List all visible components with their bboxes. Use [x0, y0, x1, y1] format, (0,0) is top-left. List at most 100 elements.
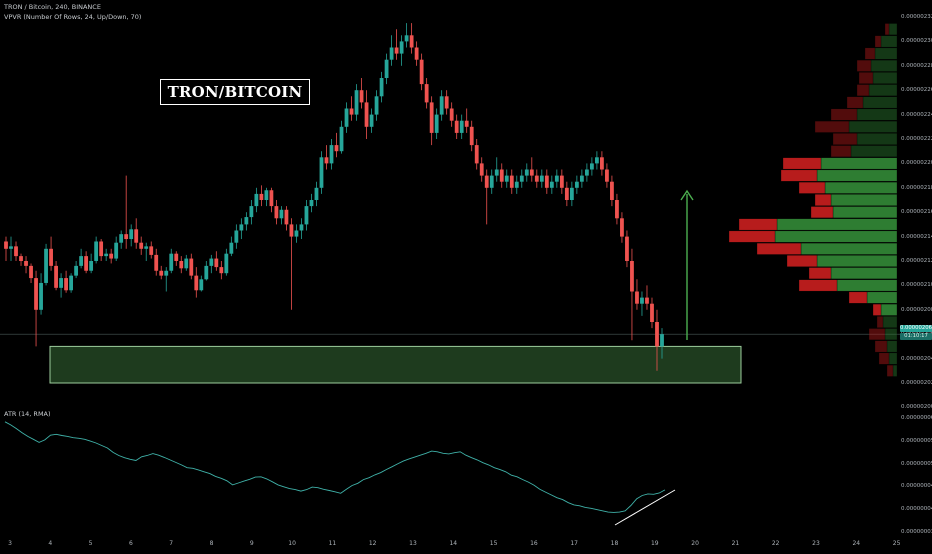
price-tick-label: 0.00000226 — [901, 87, 932, 94]
atr-layer — [4, 421, 676, 526]
candle-body — [9, 246, 13, 249]
candle-body — [269, 190, 274, 207]
candle-body — [519, 175, 524, 182]
candle-body — [49, 248, 53, 266]
candle-body — [189, 258, 194, 276]
atr-indicator-label[interactable]: ATR (14, RMA) — [4, 410, 51, 418]
bar-countdown-tag: 01:10:17 — [900, 333, 932, 340]
time-tick-label: 17 — [570, 540, 579, 547]
volume-profile-down-bar — [756, 242, 802, 255]
candle-body — [159, 270, 164, 276]
candle-body — [244, 217, 249, 225]
candle-body — [309, 200, 314, 207]
time-tick-label: 3 — [8, 540, 12, 547]
price-tick-label: 0.00000224 — [901, 111, 932, 118]
time-tick-label: 15 — [489, 540, 498, 547]
candle-body — [319, 157, 324, 188]
candle-body — [234, 230, 239, 243]
time-tick-label: 12 — [368, 540, 377, 547]
volume-profile-down-bar — [830, 108, 858, 121]
candle-body — [399, 41, 404, 54]
candle-body — [184, 258, 189, 269]
candle-body — [314, 187, 319, 200]
price-tick-label: 0.00000208 — [901, 306, 932, 313]
atr-tick-label: 0.00000005 — [901, 460, 932, 467]
candle-body — [264, 190, 269, 200]
volume-profile-down-bar — [814, 194, 832, 206]
candle-body — [579, 175, 584, 182]
candle-body — [549, 181, 554, 188]
current-price-tag: 0.00000206 — [900, 325, 932, 332]
volume-profile-up-bar — [880, 303, 898, 316]
atr-tick-label: 0.00000004 — [901, 483, 932, 490]
candle-body — [414, 47, 419, 60]
volume-profile-down-bar — [814, 120, 850, 133]
price-tick-label: 0.00000204 — [901, 355, 932, 362]
candle-body — [44, 248, 48, 283]
candle-body — [384, 59, 389, 78]
volume-profile-down-bar — [830, 145, 852, 158]
time-tick-label: 9 — [249, 540, 254, 547]
price-tick-label: 0.00000216 — [901, 209, 932, 216]
volume-profile-up-bar — [816, 169, 898, 182]
candle-body — [354, 90, 359, 115]
time-tick-label: 4 — [48, 540, 53, 547]
candle-body — [254, 193, 259, 207]
chart-title: TRON/BITCOIN — [160, 79, 310, 105]
symbol-header[interactable]: TRON / Bitcoin, 240, BINANCE — [4, 3, 101, 11]
candle-body — [544, 175, 549, 188]
candle-body — [299, 224, 304, 231]
volume-profile-up-bar — [888, 23, 898, 36]
annotations-layer — [680, 189, 694, 340]
time-tick-label: 19 — [650, 540, 659, 547]
volume-profile-down-bar — [832, 133, 858, 145]
candle-body — [434, 114, 439, 133]
candle-body — [279, 209, 284, 219]
candle-body — [54, 265, 58, 288]
volume-profile-up-bar — [820, 157, 898, 170]
candle-body — [239, 224, 244, 231]
volume-profile-down-bar — [798, 181, 826, 194]
candle-body — [509, 175, 514, 188]
candle-body — [104, 253, 109, 257]
candle-body — [635, 291, 639, 304]
support-zone-layer — [0, 333, 900, 384]
volume-profile-down-bar — [808, 267, 832, 280]
candle-body — [394, 47, 399, 54]
volume-profile-down-bar — [874, 35, 882, 48]
volume-profile-up-bar — [856, 133, 898, 145]
candle-body — [84, 256, 89, 271]
candle-body — [620, 218, 624, 237]
candle-body — [94, 241, 99, 261]
price-tick-label: 0.00000220 — [901, 160, 932, 167]
time-tick-label: 8 — [209, 540, 214, 547]
candle-body — [69, 275, 73, 291]
candle-body — [564, 187, 569, 200]
candle-body — [144, 246, 149, 249]
candle-body — [219, 267, 224, 274]
volume-profile-up-bar — [836, 279, 898, 292]
candle-body — [419, 59, 424, 85]
target-arrow-head — [680, 189, 694, 201]
volume-profile-up-bar — [886, 340, 898, 353]
time-tick-label: 7 — [169, 540, 174, 547]
vpvr-indicator-label[interactable]: VPVR (Number Of Rows, 24, Up/Down, 70) — [4, 13, 142, 21]
time-tick-label: 11 — [328, 540, 337, 547]
candle-body — [650, 303, 654, 322]
volume-profile-down-bar — [780, 169, 818, 182]
candle-body — [389, 47, 394, 60]
candle-body — [74, 265, 79, 276]
candle-body — [169, 253, 174, 271]
candle-body — [194, 275, 199, 291]
volume-profile-up-bar — [848, 120, 898, 133]
candle-body — [640, 297, 644, 304]
candle-body — [655, 322, 659, 347]
volume-profile-up-bar — [892, 364, 898, 377]
atr-trendline — [614, 489, 676, 526]
candle-body — [304, 206, 309, 225]
candle-body — [424, 84, 429, 103]
candle-body — [209, 258, 214, 266]
candles-layer — [4, 23, 664, 371]
